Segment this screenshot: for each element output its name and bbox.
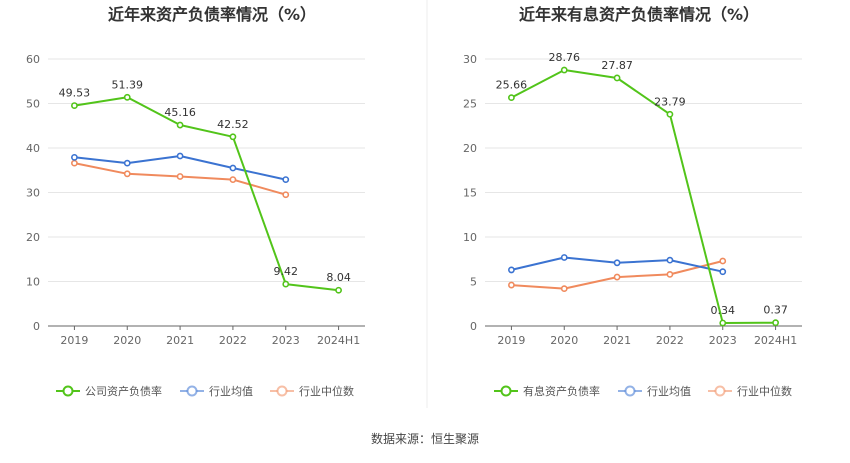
data-point [719,257,727,265]
data-point [560,285,568,293]
legend-marker [62,385,74,397]
data-point [666,256,674,264]
data-label: 23.79 [654,95,686,108]
data-point [123,93,131,101]
data-point [335,286,342,294]
data-label: 27.87 [601,59,633,72]
data-point [71,159,78,167]
data-point [772,319,779,327]
chart-title: 近年来有息资产负债率情况（%） [519,5,759,24]
x-tick-label: 2024H1 [317,334,360,347]
data-label: 9.42 [274,265,299,278]
data-label: 42.52 [217,118,249,131]
data-point [282,191,290,199]
legend-label: 行业中位数 [737,384,792,398]
y-tick-label: 10 [463,231,477,244]
data-point [176,173,184,180]
legend-marker [276,385,288,397]
y-tick-label: 30 [463,53,477,66]
y-tick-label: 15 [463,187,477,200]
legend-marker [714,385,726,397]
x-tick-label: 2019 [497,334,525,347]
data-point [229,133,237,141]
data-label: 49.53 [59,87,91,100]
y-tick-label: 0 [470,320,477,333]
x-tick-label: 2022 [656,334,684,347]
data-point [719,268,727,276]
data-point [613,74,621,82]
data-point [719,319,727,327]
data-point [508,266,515,274]
legend-marker [186,385,198,397]
legend-label: 行业均值 [209,385,253,398]
x-tick-label: 2019 [60,334,88,347]
y-tick-label: 5 [470,276,477,289]
data-point [508,94,515,102]
x-tick-label: 2021 [166,334,194,347]
data-point [282,280,290,288]
chart-panel-2: 近年来有息资产负债率情况（%） 0 5 10 15 20 25 30 2019 2020 2021 2… [463,5,802,398]
data-point [666,270,674,278]
data-point [508,281,515,289]
legend-label: 行业中位数 [299,384,354,398]
data-label: 8.04 [326,271,351,284]
legend-label: 公司资产负债率 [85,384,162,398]
y-tick-label: 50 [26,98,40,111]
y-tick-label: 20 [26,231,40,244]
series-line [510,69,776,324]
data-label: 51.39 [112,78,144,91]
y-tick-label: 40 [26,142,40,155]
chart-panel-1: 近年来资产负债率情况（%） 0 10 20 30 40 50 60 2019 2020 2021 20… [26,5,365,398]
source-note: 数据来源：恒生聚源 [371,431,479,446]
data-label: 0.34 [711,304,736,317]
x-tick-label: 2020 [113,334,141,347]
data-label: 25.66 [496,79,528,92]
data-point [176,121,184,129]
data-point [613,273,621,281]
x-tick-label: 2021 [603,334,631,347]
data-label: 0.37 [763,304,788,317]
data-point [123,159,131,167]
data-point [176,152,184,160]
legend-label: 行业均值 [647,385,691,398]
data-point [229,164,237,172]
data-label: 45.16 [164,106,196,119]
x-tick-label: 2024H1 [754,334,797,347]
y-tick-label: 0 [33,320,40,333]
y-tick-label: 10 [26,276,40,289]
data-point [560,254,568,261]
y-tick-label: 25 [463,98,477,111]
x-tick-label: 2022 [219,334,247,347]
legend-marker [624,385,636,397]
data-point [229,176,237,183]
data-label: 28.76 [549,51,581,64]
data-point [71,153,78,161]
x-tick-label: 2020 [550,334,578,347]
data-point [123,170,131,178]
series-line [74,96,339,292]
data-point [613,259,621,267]
y-tick-label: 20 [463,142,477,155]
legend-marker [500,385,512,397]
data-point [560,66,568,74]
legend-label: 有息资产负债率 [523,384,600,398]
x-tick-label: 2023 [709,334,737,347]
data-point [282,176,290,183]
data-point [666,110,674,118]
x-tick-label: 2023 [272,334,300,347]
y-tick-label: 60 [26,53,40,66]
y-tick-label: 30 [26,187,40,200]
data-point [71,102,78,109]
chart-title: 近年来资产负债率情况（%） [108,5,316,24]
